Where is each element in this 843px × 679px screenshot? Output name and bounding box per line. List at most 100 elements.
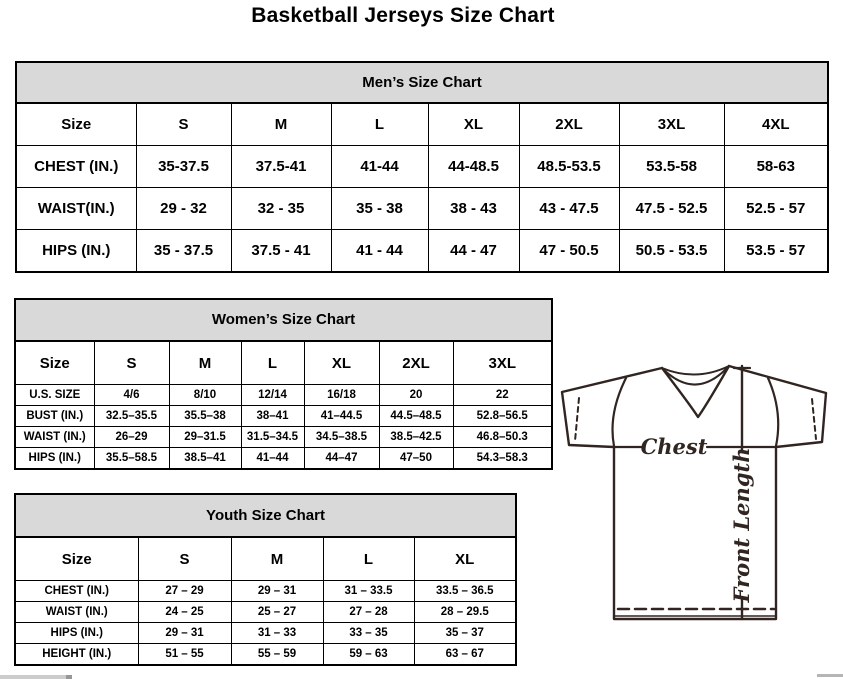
measurement-value: 47–50 — [378, 447, 454, 470]
youth-size-chart-section: Youth Size Chart Size S M L XL CHEST (IN.) 27 … — [14, 493, 517, 666]
measurement-value: 29 – 31 — [137, 622, 232, 644]
size-column-header: XL — [303, 340, 380, 385]
size-column-header: 2XL — [518, 102, 620, 146]
size-column-header: 2XL — [378, 340, 454, 385]
horizontal-scrollbar-fragment[interactable] — [817, 674, 843, 677]
measurement-value: 33.5 – 36.5 — [413, 580, 517, 602]
measurement-value: 34.5–38.5 — [303, 426, 380, 448]
size-column-header: XL — [427, 102, 520, 146]
left-armhole-seam — [611, 376, 628, 448]
page-title: Basketball Jerseys Size Chart — [251, 4, 555, 27]
measurement-value: 35 – 37 — [413, 622, 517, 644]
womens-size-chart-title: Women’s Size Chart — [14, 298, 553, 340]
measurement-value: 41 - 44 — [330, 229, 429, 273]
measurement-value: 24 – 25 — [137, 601, 232, 623]
size-column-header: L — [322, 536, 415, 581]
mens-size-chart-title: Men’s Size Chart — [15, 61, 829, 102]
size-label-header: Size — [14, 340, 95, 385]
measurement-label: WAIST (IN.) — [14, 426, 95, 448]
measurement-value: 50.5 - 53.5 — [618, 229, 725, 273]
measurement-value: 4/6 — [93, 384, 170, 406]
measurement-value: 28 – 29.5 — [413, 601, 517, 623]
measurement-row: HIPS (IN.) 35.5–58.5 38.5–41 41–44 44–47 47–5… — [14, 447, 553, 470]
size-column-header: S — [137, 536, 232, 581]
measurement-value: 41–44 — [240, 447, 305, 470]
measurement-value: 22 — [452, 384, 553, 406]
measurement-value: 55 – 59 — [230, 643, 324, 666]
measurement-value: 63 – 67 — [413, 643, 517, 666]
youth-size-chart-title: Youth Size Chart — [14, 493, 517, 536]
measurement-value: 51 – 55 — [137, 643, 232, 666]
measurement-value: 35.5–58.5 — [93, 447, 170, 470]
measurement-row: WAIST (IN.) 24 – 25 25 – 27 27 – 28 28 – 29.… — [14, 601, 517, 623]
measurement-row: U.S. SIZE 4/6 8/10 12/14 16/18 20 22 — [14, 384, 553, 406]
measurement-value: 44-48.5 — [427, 145, 520, 188]
measurement-value: 26–29 — [93, 426, 170, 448]
measurement-value: 8/10 — [168, 384, 242, 406]
size-column-header: 3XL — [618, 102, 725, 146]
measurement-label: CHEST (IN.) — [14, 580, 139, 602]
measurement-label: HIPS (IN.) — [14, 447, 95, 470]
size-header-row: Size S M L XL 2XL 3XL 4XL — [15, 102, 829, 146]
size-column-header: S — [93, 340, 170, 385]
measurement-value: 35-37.5 — [135, 145, 232, 188]
measurement-row: HIPS (IN.) 35 - 37.5 37.5 - 41 41 - 44 44 - … — [15, 229, 829, 273]
right-sleeve-cuff-dashes — [811, 398, 817, 440]
size-header-row: Size S M L XL 2XL 3XL — [14, 340, 553, 385]
measurement-value: 58-63 — [723, 145, 829, 188]
size-column-header: S — [135, 102, 232, 146]
measurement-value: 35 - 38 — [330, 187, 429, 230]
measurement-value: 20 — [378, 384, 454, 406]
measurement-value: 43 - 47.5 — [518, 187, 620, 230]
left-sleeve-cuff-dashes — [574, 397, 580, 442]
measurement-row: CHEST (IN.) 27 – 29 29 – 31 31 – 33.5 33.5 –… — [14, 580, 517, 602]
measurement-value: 41–44.5 — [303, 405, 380, 427]
measurement-row: HIPS (IN.) 29 – 31 31 – 33 33 – 35 35 – 37 — [14, 622, 517, 644]
chest-label: Chest — [641, 434, 708, 459]
measurement-value: 31 – 33.5 — [322, 580, 415, 602]
measurement-value: 44 - 47 — [427, 229, 520, 273]
size-column-header: M — [168, 340, 242, 385]
measurement-row: WAIST(IN.) 29 - 32 32 - 35 35 - 38 38 - 43 43… — [15, 187, 829, 230]
measurement-value: 38.5–41 — [168, 447, 242, 470]
measurement-value: 59 – 63 — [322, 643, 415, 666]
measurement-value: 38–41 — [240, 405, 305, 427]
measurement-label: HIPS (IN.) — [14, 622, 139, 644]
measurement-value: 53.5 - 57 — [723, 229, 829, 273]
measurement-value: 33 – 35 — [322, 622, 415, 644]
size-label-header: Size — [14, 536, 139, 581]
right-armhole-seam — [766, 376, 780, 448]
measurement-value: 12/14 — [240, 384, 305, 406]
measurement-value: 29 - 32 — [135, 187, 232, 230]
size-column-header: XL — [413, 536, 517, 581]
measurement-value: 38 - 43 — [427, 187, 520, 230]
size-column-header: 3XL — [452, 340, 553, 385]
measurement-value: 35.5–38 — [168, 405, 242, 427]
size-column-header: M — [230, 536, 324, 581]
measurement-label: HIPS (IN.) — [15, 229, 137, 273]
measurement-label: HEIGHT (IN.) — [14, 643, 139, 666]
size-column-header: M — [230, 102, 332, 146]
measurement-value: 31 – 33 — [230, 622, 324, 644]
measurement-row: BUST (IN.) 32.5–35.5 35.5–38 38–41 41–44.5 44… — [14, 405, 553, 427]
measurement-value: 27 – 29 — [137, 580, 232, 602]
jersey-measurement-diagram: Chest Front Length — [560, 364, 828, 621]
womens-size-chart-section: Women’s Size Chart Size S M L XL 2XL 3XL U.S. S… — [14, 298, 553, 470]
horizontal-scrollbar-thumb[interactable] — [0, 675, 72, 679]
measurement-value: 32.5–35.5 — [93, 405, 170, 427]
collar-arc-inner — [663, 367, 728, 386]
mens-size-table: Size S M L XL 2XL 3XL 4XL CHEST (IN.) 35-37.5 37.5… — [15, 102, 829, 273]
youth-size-table: Size S M L XL CHEST (IN.) 27 – 29 29 – 31 31 – 3… — [14, 536, 517, 666]
measurement-label: U.S. SIZE — [14, 384, 95, 406]
measurement-value: 47 - 50.5 — [518, 229, 620, 273]
front-length-label: Front Length — [729, 448, 754, 604]
size-label-header: Size — [15, 102, 137, 146]
measurement-value: 47.5 - 52.5 — [618, 187, 725, 230]
measurement-value: 44.5–48.5 — [378, 405, 454, 427]
size-column-header: 4XL — [723, 102, 829, 146]
measurement-row: HEIGHT (IN.) 51 – 55 55 – 59 59 – 63 63 – 67 — [14, 643, 517, 666]
collar-arc-outer — [661, 365, 730, 376]
measurement-value: 16/18 — [303, 384, 380, 406]
measurement-value: 25 – 27 — [230, 601, 324, 623]
